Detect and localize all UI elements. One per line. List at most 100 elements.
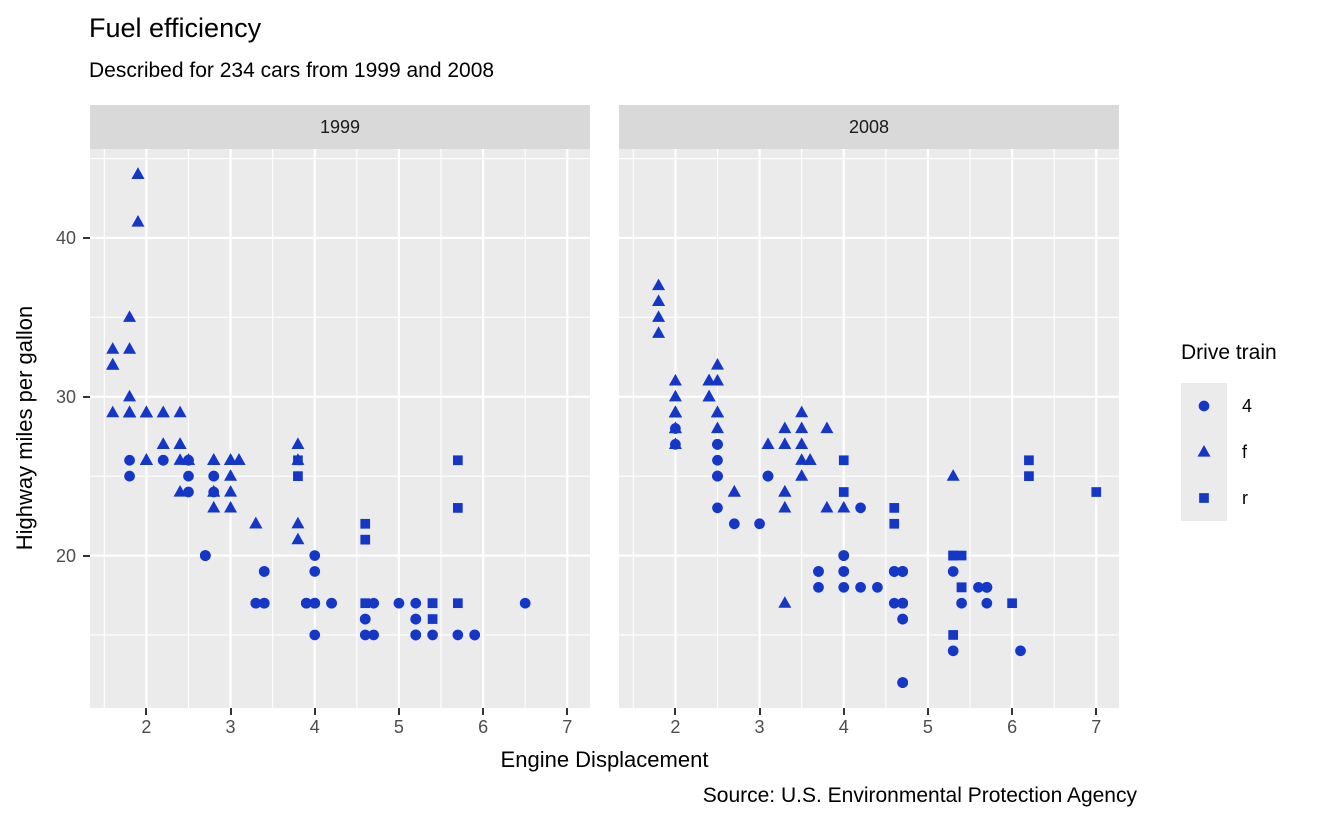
data-point-circle [258, 566, 270, 577]
x-axis-tick [758, 708, 761, 715]
legend-entry: r [1181, 475, 1277, 521]
data-point-triangle [291, 516, 305, 529]
legend-entry-label: f [1242, 441, 1248, 462]
data-point-triangle [173, 485, 187, 497]
data-point-triangle [668, 373, 682, 386]
y-axis-tick [83, 395, 90, 398]
data-point-circle [368, 629, 380, 641]
data-point-square [1007, 598, 1017, 609]
data-point-triangle [156, 405, 170, 418]
data-point-circle [813, 581, 824, 593]
data-point-circle [947, 566, 959, 577]
x-axis-tick [145, 708, 148, 715]
data-point-circle [199, 550, 211, 561]
data-point-triangle [795, 437, 809, 449]
data-point-square [948, 630, 959, 640]
data-point-circle [712, 454, 723, 466]
data-point-triangle [139, 453, 153, 465]
x-axis-tick [674, 708, 677, 715]
data-point-triangle [710, 357, 724, 370]
chart-title: Fuel efficiency [89, 13, 262, 43]
data-point-square [838, 455, 849, 466]
data-point-triangle [795, 405, 809, 418]
x-tick-label: 5 [922, 717, 933, 737]
x-tick-label: 7 [1091, 717, 1102, 737]
data-point-triangle [820, 500, 834, 513]
x-tick-label: 2 [141, 717, 152, 737]
caption: Source: U.S. Environmental Protection Ag… [702, 784, 1137, 807]
data-point-square [889, 518, 900, 529]
x-tick-label: 3 [225, 717, 236, 737]
legend-entry-label: 4 [1242, 395, 1253, 416]
data-point-square [838, 487, 849, 497]
data-point-square [956, 550, 967, 561]
data-point-triangle [123, 342, 137, 354]
data-point-triangle [207, 485, 221, 497]
data-point-triangle [727, 485, 741, 497]
legend-key-triangle-icon [1181, 429, 1227, 475]
facet-strip-label: 2008 [848, 116, 890, 137]
facet-strip-label: 1999 [319, 116, 361, 137]
data-point-triangle [837, 500, 851, 513]
data-point-triangle [702, 373, 716, 386]
data-point-square [360, 518, 371, 529]
data-point-triangle [778, 485, 792, 497]
data-point-triangle [652, 326, 666, 338]
data-point-triangle [224, 485, 238, 497]
data-point-circle [712, 502, 723, 514]
data-point-triangle [131, 215, 145, 227]
legend-key-circle-icon [1181, 383, 1227, 429]
data-point-triangle [123, 389, 137, 402]
data-point-circle [309, 566, 321, 577]
legend-rows: 4 f r [1181, 383, 1277, 521]
y-tick-label: 20 [55, 545, 76, 566]
data-point-circle [981, 581, 993, 593]
data-point-circle [897, 677, 909, 688]
data-point-square [1091, 487, 1102, 497]
data-point-circle [981, 597, 993, 609]
data-point-circle [300, 597, 312, 609]
data-point-triangle [778, 500, 792, 513]
data-point-circle [888, 597, 900, 609]
legend-entry-label: r [1242, 487, 1248, 508]
data-point-circle [359, 629, 371, 641]
data-point-triangle [224, 469, 238, 481]
data-point-triangle [207, 500, 221, 513]
data-point-triangle [710, 421, 724, 434]
data-point-triangle [106, 357, 120, 370]
data-point-circle [888, 566, 900, 577]
data-point-circle [728, 518, 740, 530]
data-point-circle [309, 629, 321, 641]
data-point-triangle [778, 596, 792, 608]
data-point-circle [838, 566, 850, 577]
data-point-triangle [106, 342, 120, 354]
data-point-triangle [710, 405, 724, 418]
x-tick-label: 6 [478, 717, 489, 737]
x-tick-label: 3 [754, 717, 765, 737]
data-point-circle [469, 629, 481, 641]
data-point-square [1024, 471, 1034, 481]
x-axis-tick [229, 708, 232, 715]
data-point-circle [183, 470, 194, 482]
data-point-triangle [181, 453, 195, 465]
y-tick-label: 30 [55, 386, 76, 407]
data-point-triangle [761, 437, 775, 449]
data-point-circle [855, 581, 866, 593]
x-axis-tick [1011, 708, 1014, 715]
data-point-square [889, 503, 900, 513]
x-tick-label: 7 [562, 717, 573, 737]
data-point-circle [309, 597, 321, 609]
data-point-triangle [232, 453, 246, 465]
panel-2008 [619, 149, 1119, 708]
data-point-square [1199, 493, 1209, 503]
legend-key-square-icon [1181, 475, 1227, 521]
data-point-square [1024, 455, 1034, 466]
data-point-circle [183, 486, 194, 498]
data-point-triangle [795, 453, 809, 465]
y-axis-tick [83, 554, 90, 557]
data-point-triangle [1197, 445, 1211, 457]
data-point-circle [712, 439, 723, 450]
data-point-square [948, 550, 959, 561]
data-point-triangle [173, 453, 187, 465]
data-point-circle [258, 597, 270, 609]
